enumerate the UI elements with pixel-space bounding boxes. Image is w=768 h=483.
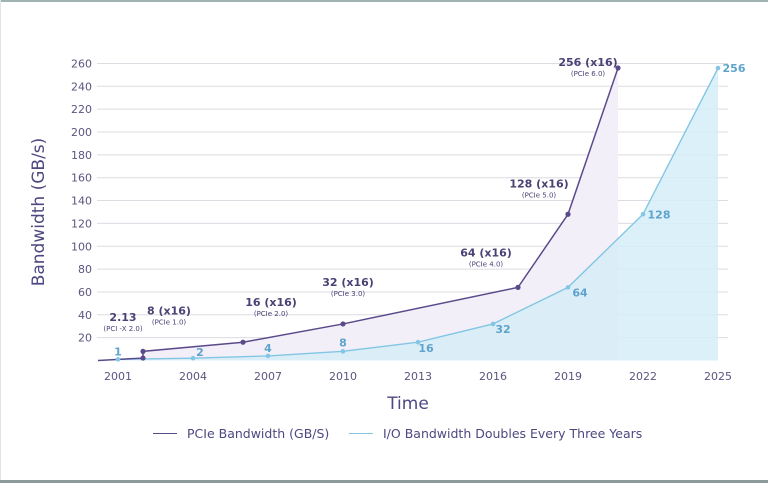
pcie-data-label: 32 (x16) bbox=[322, 276, 374, 289]
pcie-data-point bbox=[140, 355, 146, 361]
y-tick-label: 240 bbox=[71, 80, 92, 93]
io-data-label: 64 bbox=[572, 286, 588, 299]
pcie-data-label: 64 (x16) bbox=[460, 246, 512, 259]
x-tick-label: 2025 bbox=[704, 370, 732, 383]
y-tick-label: 260 bbox=[71, 57, 92, 70]
io-data-point bbox=[640, 211, 646, 217]
io-data-label: 4 bbox=[264, 342, 272, 355]
io-data-point bbox=[265, 353, 271, 359]
pcie-data-label: 256 (x16) bbox=[558, 56, 617, 69]
io-data-point bbox=[415, 339, 421, 345]
legend-swatch-io bbox=[349, 432, 373, 435]
legend-label-pcie: PCIe Bandwidth (GB/S) bbox=[187, 426, 330, 441]
x-tick-label: 2019 bbox=[554, 370, 582, 383]
pcie-data-point bbox=[615, 65, 621, 71]
x-tick-label: 2001 bbox=[104, 370, 132, 383]
pcie-data-label: 128 (x16) bbox=[509, 177, 568, 190]
pcie-data-label: 8 (x16) bbox=[147, 304, 191, 317]
pcie-data-sublabel: (PCIe 5.0) bbox=[522, 191, 557, 199]
y-tick-label: 140 bbox=[71, 195, 92, 208]
io-data-point bbox=[715, 65, 721, 71]
x-tick-labels: 2001 2004 2007 2010 2013 2016 2019 2022 2025 bbox=[104, 370, 732, 383]
io-data-label: 1 bbox=[114, 345, 122, 358]
pcie-data-sublabel: (PCIe 1.0) bbox=[152, 318, 187, 326]
pcie-data-point bbox=[340, 321, 346, 327]
legend-swatch-pcie bbox=[153, 432, 177, 435]
pcie-data-point bbox=[515, 284, 521, 290]
window-top-border bbox=[0, 0, 768, 2]
y-tick-label: 200 bbox=[71, 126, 92, 139]
pcie-data-sublabel: (PCIe 6.0) bbox=[571, 70, 606, 78]
y-tick-label: 40 bbox=[78, 309, 92, 322]
y-tick-label: 20 bbox=[78, 332, 92, 345]
window-bottom-border bbox=[0, 480, 768, 483]
y-tick-label: 120 bbox=[71, 217, 92, 230]
pcie-data-label: 2.13 bbox=[109, 311, 136, 324]
io-data-point bbox=[490, 321, 496, 327]
y-tick-label: 160 bbox=[71, 172, 92, 185]
pcie-data-sublabel: (PCIe 4.0) bbox=[469, 260, 504, 268]
pcie-data-sublabel: (PCIe 2.0) bbox=[254, 310, 289, 318]
x-tick-label: 2007 bbox=[254, 370, 282, 383]
legend: PCIe Bandwidth (GB/S) I/O Bandwidth Doub… bbox=[0, 426, 768, 444]
window-left-border bbox=[0, 0, 1, 483]
io-data-label: 2 bbox=[196, 346, 204, 359]
y-tick-label: 220 bbox=[71, 103, 92, 116]
y-tick-labels: 20 40 60 80 100 120 140 160 180 200 220 240 260 bbox=[71, 57, 92, 344]
legend-label-io: I/O Bandwidth Doubles Every Three Years bbox=[383, 426, 643, 441]
legend-item-io: I/O Bandwidth Doubles Every Three Years bbox=[349, 426, 642, 441]
y-tick-label: 180 bbox=[71, 149, 92, 162]
io-data-point bbox=[190, 355, 196, 361]
io-data-point bbox=[565, 285, 571, 290]
pcie-data-sublabel: (PCI -X 2.0) bbox=[103, 325, 142, 333]
x-tick-label: 2016 bbox=[479, 370, 507, 383]
pcie-data-point bbox=[240, 339, 246, 345]
data-points bbox=[115, 65, 721, 362]
io-data-label: 8 bbox=[339, 336, 347, 349]
y-tick-label: 60 bbox=[78, 286, 92, 299]
x-tick-label: 2022 bbox=[629, 370, 657, 383]
x-axis-label: Time bbox=[386, 394, 429, 414]
y-tick-label: 100 bbox=[71, 240, 92, 253]
x-tick-label: 2004 bbox=[179, 370, 207, 383]
pcie-data-point bbox=[565, 211, 571, 217]
legend-item-pcie: PCIe Bandwidth (GB/S) bbox=[153, 426, 329, 441]
y-tick-label: 80 bbox=[78, 263, 92, 276]
io-data-point bbox=[115, 357, 121, 362]
area-fills bbox=[98, 68, 718, 361]
io-data-label: 256 bbox=[723, 62, 746, 75]
io-data-label: 16 bbox=[418, 342, 434, 355]
x-tick-label: 2010 bbox=[329, 370, 357, 383]
pcie-data-label: 16 (x16) bbox=[245, 296, 297, 309]
x-tick-label: 2013 bbox=[404, 370, 432, 383]
io-data-label: 128 bbox=[648, 208, 671, 221]
io-data-label: 32 bbox=[495, 323, 510, 336]
io-data-point bbox=[340, 349, 346, 354]
y-axis-label: Bandwidth (GB/s) bbox=[29, 138, 49, 287]
pcie-data-sublabel: (PCIe 3.0) bbox=[331, 290, 366, 298]
pcie-data-point bbox=[140, 348, 146, 354]
